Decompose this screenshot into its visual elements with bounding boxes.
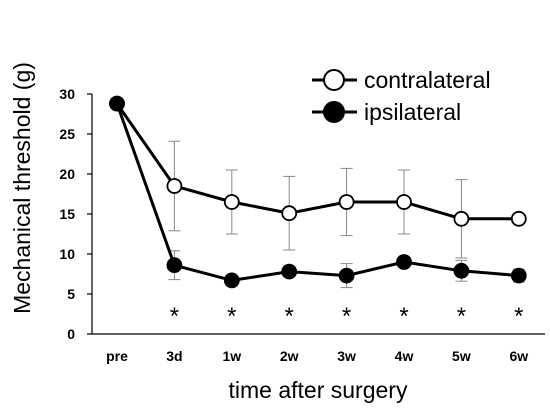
legend-label: ipsilateral (364, 99, 461, 125)
series-layer (109, 95, 527, 289)
data-point (166, 257, 183, 274)
significance-mark: * (399, 303, 408, 330)
significance-mark: * (514, 303, 523, 330)
x-tick-label: 5w (452, 348, 471, 364)
data-point (281, 263, 298, 280)
series-2 (109, 95, 527, 289)
legend-item: contralateral (312, 67, 491, 93)
significance-mark: * (457, 303, 466, 330)
y-tick-label: 0 (67, 326, 75, 342)
x-tick-label: 6w (509, 348, 528, 364)
data-point (453, 262, 470, 279)
data-point (510, 267, 527, 284)
series-line (115, 103, 519, 282)
x-tick-label: 2w (280, 348, 299, 364)
significance-mark: * (227, 303, 236, 330)
significance-mark: * (285, 303, 294, 330)
significance-markers: * * * * * * * (170, 303, 524, 330)
data-point (453, 210, 470, 227)
data-point (510, 210, 527, 227)
x-tick-label: 3w (337, 348, 356, 364)
significance-mark: * (342, 303, 351, 330)
y-tick-label: 15 (59, 206, 75, 222)
data-point (396, 194, 412, 210)
data-point (338, 267, 355, 284)
y-tick-label: 20 (59, 166, 75, 182)
data-point (109, 95, 125, 112)
y-axis-ticks: 0 5 10 15 20 25 30 (59, 86, 92, 342)
y-tick-label: 30 (59, 86, 75, 102)
series-1 (109, 95, 527, 259)
data-point (223, 194, 240, 210)
x-tick-label: pre (106, 348, 128, 364)
legend-marker (323, 101, 345, 123)
x-tick-label: 4w (395, 348, 414, 364)
x-axis-ticks: pre 3d 1w 2w 3w 4w 5w 6w (106, 348, 528, 364)
x-axis-title: time after surgery (229, 377, 408, 403)
y-axis-title: Mechanical threshold (g) (9, 62, 35, 314)
series-line (115, 102, 519, 221)
y-tick-label: 10 (59, 246, 75, 262)
data-point (166, 178, 183, 194)
significance-mark: * (170, 303, 179, 330)
data-point (338, 194, 355, 210)
chart-axes (91, 94, 545, 335)
legend-item: ipsilateral (312, 99, 461, 125)
x-tick-label: 1w (222, 348, 241, 364)
data-point (396, 254, 412, 270)
data-point (281, 205, 298, 222)
legend-label: contralateral (364, 67, 491, 93)
legend-marker (323, 69, 345, 91)
y-tick-label: 5 (67, 286, 75, 302)
y-tick-label: 25 (59, 126, 75, 142)
data-point (223, 272, 240, 289)
legend: contralateral ipsilateral (312, 67, 491, 125)
x-tick-label: 3d (166, 348, 182, 364)
